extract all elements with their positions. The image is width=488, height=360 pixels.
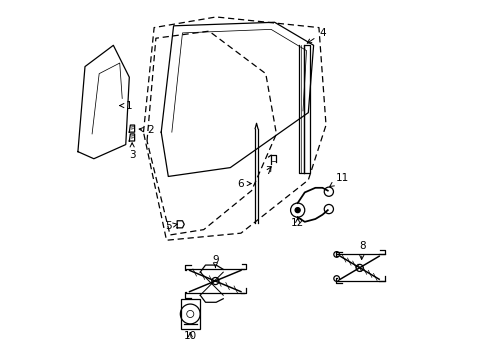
Text: 3: 3 [128,143,135,160]
Text: 2: 2 [139,125,153,135]
Bar [181,299,200,329]
Circle shape [295,208,300,213]
Text: 12: 12 [290,217,304,228]
Text: 8: 8 [358,240,365,260]
Text: 1: 1 [120,100,132,111]
Text: 9: 9 [212,255,218,267]
Text: P: P [130,135,134,140]
Text: 11: 11 [329,173,348,186]
Text: 10: 10 [183,331,197,341]
Text: 6: 6 [237,179,251,189]
Text: 7: 7 [265,166,271,176]
Text: P: P [130,126,134,131]
Text: 4: 4 [306,28,325,43]
Text: 5: 5 [164,221,177,231]
